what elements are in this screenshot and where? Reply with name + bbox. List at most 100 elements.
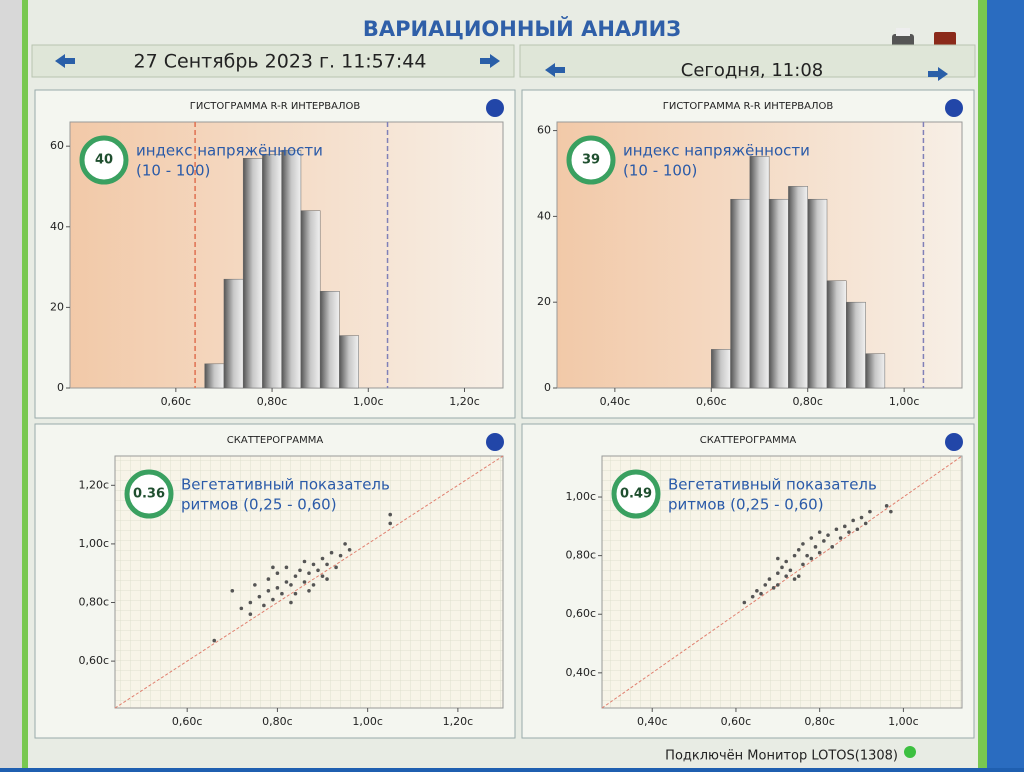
histogram-bar (281, 149, 302, 389)
scatter-point (289, 600, 293, 605)
x-tick-label: 1,00с (889, 395, 920, 408)
y-tick-label: 1,00с (565, 490, 596, 503)
histogram-bar (242, 158, 263, 389)
scatter-point (284, 565, 289, 570)
scatter-point (851, 518, 855, 523)
scatter-point (817, 550, 822, 555)
info-icon[interactable] (486, 99, 504, 117)
scatter-point (776, 556, 780, 561)
scatter-point (271, 597, 275, 602)
index-label: Вегетативный показатель (668, 476, 877, 494)
y-tick-label: 20 (50, 300, 64, 313)
index-value: 0.49 (620, 487, 652, 502)
scatter-point (889, 509, 893, 514)
scatter-point (257, 594, 262, 599)
index-value: 40 (95, 153, 113, 168)
next-arrow[interactable] (928, 67, 948, 81)
index-value: 39 (582, 153, 600, 168)
scatter-point (784, 574, 788, 578)
scatter-point (742, 600, 747, 605)
scatter-point (847, 530, 851, 534)
scatter-point (805, 553, 809, 558)
scatter-point (801, 562, 805, 567)
y-tick-label: 40 (537, 209, 551, 222)
scatter-point (284, 580, 289, 584)
scatter-point (248, 612, 253, 617)
chart-title: СКАТТЕРОГРАММА (700, 435, 797, 446)
left-date: 27 Сентябрь 2023 г. 11:57:44 (134, 51, 427, 73)
next-arrow[interactable] (480, 54, 500, 68)
x-tick-label: 1,00с (888, 715, 919, 728)
histogram-bar (788, 186, 808, 389)
scatter-point (302, 559, 307, 564)
scatter-point (298, 568, 302, 573)
x-tick-label: 0,80с (792, 395, 823, 408)
scatter-point (855, 527, 860, 532)
scatter-point (792, 577, 797, 581)
info-icon[interactable] (945, 99, 963, 117)
histogram-bar (865, 353, 886, 389)
scatter-point (275, 571, 280, 576)
prev-arrow[interactable] (55, 54, 75, 68)
index-label: Вегетативный показатель (181, 476, 390, 494)
index-range: (10 - 100) (136, 162, 210, 180)
y-tick-label: 60 (537, 124, 551, 137)
x-tick-label: 1,20с (443, 715, 474, 728)
x-tick-label: 1,00с (352, 715, 383, 728)
x-tick-label: 0,60с (721, 715, 752, 728)
y-tick-label: 40 (50, 220, 64, 233)
scatter-point (212, 638, 217, 643)
x-tick-label: 0,80с (262, 715, 293, 728)
scatter-point (280, 591, 284, 596)
scatter-point (266, 577, 271, 581)
scatter-point (262, 603, 266, 608)
scatter-point (248, 600, 253, 605)
scatter-point (307, 571, 311, 576)
scatter-point (307, 588, 311, 593)
x-tick-label: 0,40с (600, 395, 631, 408)
y-tick-label: 0,40с (565, 666, 596, 679)
x-tick-label: 0,40с (637, 715, 668, 728)
y-tick-label: 0,80с (78, 596, 109, 609)
scatter-point (302, 580, 307, 584)
histogram-bar (826, 280, 847, 389)
info-icon[interactable] (945, 433, 963, 451)
scatter-point (763, 583, 768, 587)
index-label: индекс напряжённости (136, 142, 323, 160)
y-tick-label: 20 (537, 295, 551, 308)
histogram-bar (300, 210, 321, 389)
scatter-point (266, 588, 271, 593)
scatter-point (801, 542, 805, 546)
scatter-point (759, 591, 763, 596)
status-text: Подключён Монитор LOTOS(1308) (665, 749, 898, 764)
scatter-point (884, 504, 889, 508)
scatter-point (813, 545, 818, 549)
y-tick-label: 0 (544, 381, 551, 394)
y-tick-label: 1,00с (78, 537, 109, 550)
scatter-point (834, 527, 839, 532)
scatter-point (784, 559, 788, 564)
page-title: ВАРИАЦИОННЫЙ АНАЛИЗ (363, 16, 681, 41)
x-tick-label: 0,60с (172, 715, 203, 728)
y-tick-label: 1,20с (78, 478, 109, 491)
scatter-point (780, 565, 784, 570)
scatter-point (239, 606, 244, 611)
scatter-point (388, 521, 393, 526)
histogram-bar (262, 153, 282, 389)
histogram-bar (846, 301, 866, 389)
x-tick-label: 0,60с (161, 395, 192, 408)
info-icon[interactable] (486, 433, 504, 451)
scatter-point (767, 577, 772, 581)
scatter-point (842, 524, 847, 529)
scatter-point (771, 586, 776, 590)
chart-title: СКАТТЕРОГРАММА (227, 435, 324, 446)
scatter-point (289, 583, 293, 587)
histogram-bar (204, 363, 225, 389)
prev-arrow[interactable] (545, 63, 565, 77)
y-tick-label: 0,60с (565, 607, 596, 620)
identity-line (114, 455, 504, 709)
scatter-point (311, 583, 316, 587)
scatter-point (755, 588, 759, 593)
scatter-point (293, 591, 298, 596)
index-value: 0.36 (133, 487, 165, 502)
